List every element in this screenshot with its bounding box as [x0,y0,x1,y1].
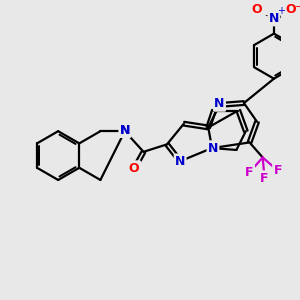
Text: O: O [252,3,262,16]
Text: O: O [129,162,140,175]
Text: N: N [120,124,130,137]
Text: N: N [208,142,218,154]
Text: F: F [273,164,282,177]
Text: N: N [208,142,218,154]
Text: O: O [129,162,140,175]
Text: N: N [214,98,225,110]
Text: F: F [260,172,269,184]
Text: F: F [260,172,269,184]
Text: O: O [252,3,262,16]
Text: O: O [286,3,296,16]
Text: N: N [214,98,225,110]
Text: N: N [175,155,185,168]
Text: N: N [120,124,130,137]
Text: N: N [120,124,130,137]
Text: F: F [245,166,254,179]
Text: N: N [269,12,279,25]
Text: −: − [295,2,300,12]
Text: N: N [175,155,185,168]
Text: O: O [286,3,296,16]
Text: F: F [273,164,282,177]
Text: +: + [278,6,285,16]
Text: F: F [245,166,254,179]
Text: N: N [269,12,279,25]
